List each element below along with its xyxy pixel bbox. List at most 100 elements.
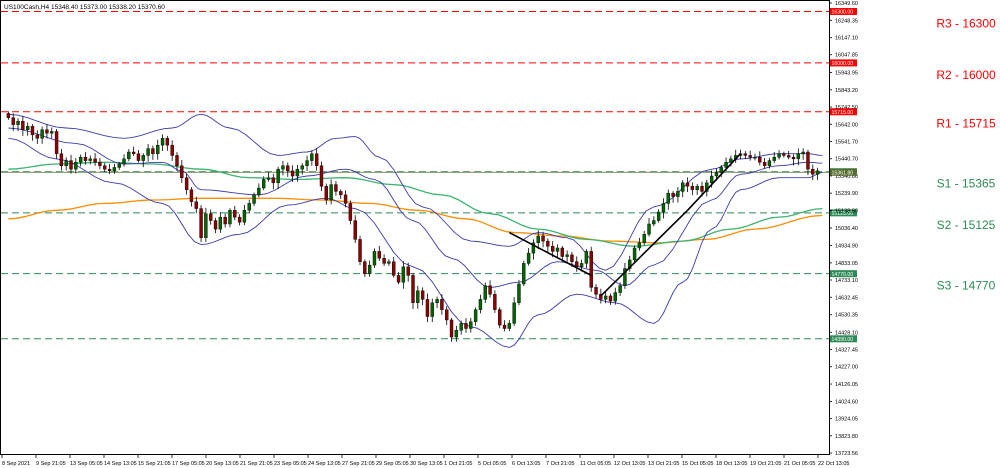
trendline xyxy=(508,231,592,277)
candle-body xyxy=(791,156,796,160)
bollinger-lower-band xyxy=(8,137,823,348)
price-level-tag xyxy=(830,59,857,67)
candle-body xyxy=(324,186,328,201)
candle-body xyxy=(541,235,545,242)
candle-body xyxy=(329,184,333,201)
price-level-tag xyxy=(830,209,857,217)
price-axis-label: 15742.50 xyxy=(835,105,858,111)
candle-body xyxy=(310,153,314,161)
time-axis-label: 7 Oct 21:05 xyxy=(546,461,574,467)
candle-body xyxy=(237,216,242,223)
time-axis-label: 13 Sep 05:05 xyxy=(70,461,103,467)
candle-body xyxy=(276,168,280,184)
candle-body xyxy=(247,203,251,211)
candle-body xyxy=(266,177,271,180)
candle-body xyxy=(550,246,555,252)
candle-body xyxy=(103,165,107,170)
candle-body xyxy=(762,162,767,166)
price-level-label: R3 - 16300 xyxy=(936,16,996,30)
price-axis-label: 14833.05 xyxy=(835,261,858,267)
candle-body xyxy=(377,251,381,259)
candle-body xyxy=(387,261,391,264)
candle-body xyxy=(526,252,531,264)
candle-body xyxy=(507,323,512,329)
candle-body xyxy=(435,299,439,304)
candle-body xyxy=(560,247,565,257)
candle-body xyxy=(21,120,25,130)
time-axis-label: 18 Oct 13:05 xyxy=(716,461,748,467)
time-axis: 8 Sep 2021 9 Sep 21:05 13 Sep 05:05 14 Sep … xyxy=(1,455,850,467)
candle-body xyxy=(449,319,454,338)
candle-body xyxy=(209,213,213,221)
candle-body xyxy=(517,283,521,304)
candle-body xyxy=(98,162,102,166)
time-axis-label: 15 Sep 21:05 xyxy=(138,461,171,467)
candle-body xyxy=(570,254,574,262)
time-axis-label: 11 Oct 05:05 xyxy=(580,461,611,467)
candle-body xyxy=(261,179,266,189)
candle-body xyxy=(743,153,748,156)
candles-layer xyxy=(6,111,820,342)
candle-body xyxy=(483,285,487,300)
candle-body xyxy=(112,167,117,172)
candle-body xyxy=(493,294,497,310)
trendlines-layer xyxy=(508,153,742,297)
price-axis-label: 14530.35 xyxy=(835,313,858,319)
candle-body xyxy=(647,223,651,235)
moving-average-orange xyxy=(8,197,823,244)
candle-body xyxy=(11,117,15,125)
candle-body xyxy=(218,216,223,230)
candle-body xyxy=(353,220,357,240)
price-axis-label: 14733.10 xyxy=(835,278,858,284)
candle-body xyxy=(454,330,459,338)
candle-body xyxy=(136,153,141,161)
price-axis-label: 14327.45 xyxy=(835,348,858,354)
time-axis-label: 13 Oct 21:05 xyxy=(648,461,680,467)
candle-body xyxy=(642,234,646,244)
candle-body xyxy=(40,129,44,139)
level-labels-layer: R3 - 16300 R2 - 16000 R1 - 15715 S1 - 15365… xyxy=(936,16,996,292)
time-axis-label: 15 Oct 05:05 xyxy=(682,461,714,467)
candle-body xyxy=(88,158,92,161)
candle-body xyxy=(64,160,68,166)
candle-body xyxy=(16,120,20,125)
candle-body xyxy=(603,295,608,300)
time-axis-label: 19 Oct 21:05 xyxy=(750,461,782,467)
price-level-tag xyxy=(830,7,857,15)
candle-body xyxy=(141,155,145,161)
price-axis-label: 16248.35 xyxy=(835,18,858,24)
candle-body xyxy=(59,153,64,166)
price-level-tag-text: 15715.00 xyxy=(832,110,854,116)
candle-body xyxy=(305,160,309,166)
candle-body xyxy=(498,309,502,326)
price-level-label: R1 - 15715 xyxy=(936,117,996,131)
candle-body xyxy=(767,160,772,166)
price-axis-label: 15340.60 xyxy=(835,174,858,180)
time-axis-label: 1 Oct 21:05 xyxy=(444,461,472,467)
trendline xyxy=(600,209,689,297)
candle-body xyxy=(151,148,155,154)
candle-body xyxy=(45,129,49,134)
candle-body xyxy=(194,201,198,209)
candle-body xyxy=(459,323,463,331)
candle-body xyxy=(440,299,444,310)
candle-body xyxy=(257,187,261,196)
price-axis-label: 15440.70 xyxy=(835,157,858,163)
price-level-tag-text: 14770.00 xyxy=(832,272,854,278)
candle-body xyxy=(127,151,131,160)
candle-body xyxy=(382,258,386,264)
candle-body xyxy=(589,251,593,288)
candle-body xyxy=(6,113,11,118)
time-axis-label: 20 Sep 13:05 xyxy=(206,461,239,467)
candle-body xyxy=(473,309,478,322)
price-axis-label: 15239.90 xyxy=(835,191,858,197)
candle-body xyxy=(555,247,560,252)
candle-body xyxy=(632,247,637,261)
candle-body xyxy=(189,189,194,202)
price-axis-label: 14126.05 xyxy=(835,382,858,388)
candle-body xyxy=(50,131,54,134)
price-axis-label: 16147.10 xyxy=(835,36,858,42)
candle-body xyxy=(35,134,40,139)
candle-body xyxy=(777,153,781,158)
